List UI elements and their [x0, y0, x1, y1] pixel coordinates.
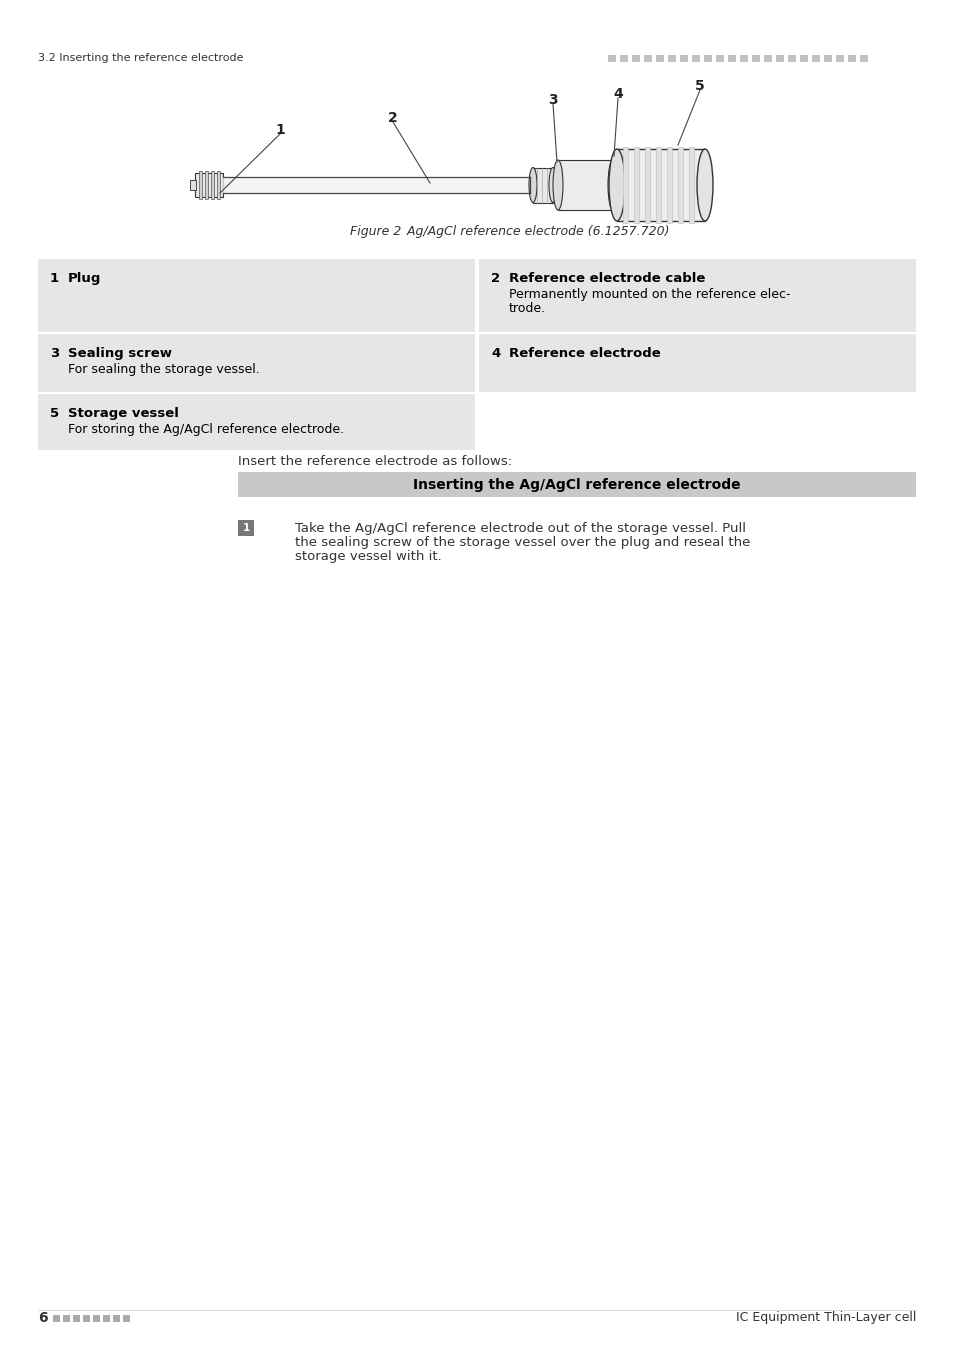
Text: Permanently mounted on the reference elec-: Permanently mounted on the reference ele… — [509, 288, 790, 301]
Text: Ag/AgCl reference electrode (6.1257.720): Ag/AgCl reference electrode (6.1257.720) — [395, 225, 669, 239]
Ellipse shape — [607, 161, 618, 211]
Text: Inserting the Ag/AgCl reference electrode: Inserting the Ag/AgCl reference electrod… — [413, 478, 740, 491]
Bar — [205, 171, 208, 198]
Ellipse shape — [553, 161, 562, 211]
Text: 1: 1 — [242, 522, 250, 533]
Bar — [678, 147, 682, 223]
Bar — [558, 161, 613, 211]
Bar — [533, 167, 553, 202]
Bar — [667, 54, 676, 62]
Bar — [211, 171, 213, 198]
Bar — [847, 54, 855, 62]
Bar — [38, 333, 475, 391]
Text: trode.: trode. — [509, 302, 545, 315]
Bar — [112, 1315, 120, 1322]
Bar — [634, 147, 639, 223]
Bar — [194, 173, 223, 197]
Bar — [800, 54, 807, 62]
Bar — [63, 1315, 70, 1322]
Bar — [656, 147, 660, 223]
Bar — [835, 54, 843, 62]
Ellipse shape — [529, 167, 537, 202]
Text: Insert the reference electrode as follows:: Insert the reference electrode as follow… — [237, 455, 512, 468]
Bar — [740, 54, 747, 62]
Ellipse shape — [548, 167, 557, 202]
Text: 4: 4 — [613, 86, 622, 101]
Text: For sealing the storage vessel.: For sealing the storage vessel. — [68, 363, 259, 377]
Bar — [38, 259, 475, 332]
Circle shape — [624, 181, 633, 189]
Text: For storing the Ag/AgCl reference electrode.: For storing the Ag/AgCl reference electr… — [68, 423, 344, 436]
Bar — [83, 1315, 90, 1322]
Bar — [727, 54, 735, 62]
Bar — [92, 1315, 100, 1322]
Ellipse shape — [697, 148, 712, 221]
Bar — [607, 54, 616, 62]
Bar — [123, 1315, 130, 1322]
Bar — [656, 54, 663, 62]
Text: 2: 2 — [388, 111, 397, 126]
Bar — [38, 394, 475, 450]
Bar — [216, 171, 220, 198]
Text: Take the Ag/AgCl reference electrode out of the storage vessel. Pull: Take the Ag/AgCl reference electrode out… — [294, 522, 745, 535]
Bar — [190, 180, 195, 190]
Bar — [763, 54, 771, 62]
Text: Figure 2: Figure 2 — [350, 225, 401, 239]
Bar — [666, 147, 671, 223]
Bar — [617, 148, 704, 221]
Ellipse shape — [608, 148, 624, 221]
Text: Reference electrode: Reference electrode — [509, 347, 660, 360]
Bar — [811, 54, 820, 62]
Text: the sealing screw of the storage vessel over the plug and reseal the: the sealing screw of the storage vessel … — [294, 536, 750, 549]
Text: 3.2 Inserting the reference electrode: 3.2 Inserting the reference electrode — [38, 53, 243, 63]
Bar — [823, 54, 831, 62]
Text: Reference electrode cable: Reference electrode cable — [509, 271, 704, 285]
Bar — [679, 54, 687, 62]
Bar — [644, 147, 649, 223]
Bar — [53, 1315, 60, 1322]
Bar — [859, 54, 867, 62]
Bar — [199, 171, 202, 198]
Bar — [103, 1315, 110, 1322]
Bar — [478, 333, 915, 391]
Bar — [691, 54, 700, 62]
Bar — [688, 147, 693, 223]
Text: 3: 3 — [548, 93, 558, 107]
Text: 4: 4 — [491, 347, 499, 360]
Bar — [631, 54, 639, 62]
Bar — [73, 1315, 80, 1322]
Bar — [775, 54, 783, 62]
Text: Sealing screw: Sealing screw — [68, 347, 172, 360]
Text: 1: 1 — [50, 271, 59, 285]
Bar — [237, 520, 253, 536]
Bar — [617, 180, 628, 190]
Bar — [237, 472, 915, 497]
Text: 2: 2 — [491, 271, 499, 285]
Bar — [478, 259, 915, 332]
Text: 5: 5 — [50, 406, 59, 420]
Bar — [751, 54, 760, 62]
Text: storage vessel with it.: storage vessel with it. — [294, 549, 441, 563]
Text: IC Equipment Thin-Layer cell: IC Equipment Thin-Layer cell — [735, 1311, 915, 1324]
Bar — [716, 54, 723, 62]
Bar — [703, 54, 711, 62]
Text: 6: 6 — [38, 1311, 48, 1324]
Text: 1: 1 — [274, 123, 285, 136]
Bar — [622, 147, 627, 223]
Text: Storage vessel: Storage vessel — [68, 406, 179, 420]
Bar — [643, 54, 651, 62]
Bar — [619, 54, 627, 62]
Text: Plug: Plug — [68, 271, 101, 285]
Bar — [787, 54, 795, 62]
Text: 3: 3 — [50, 347, 59, 360]
Text: 5: 5 — [695, 80, 704, 93]
